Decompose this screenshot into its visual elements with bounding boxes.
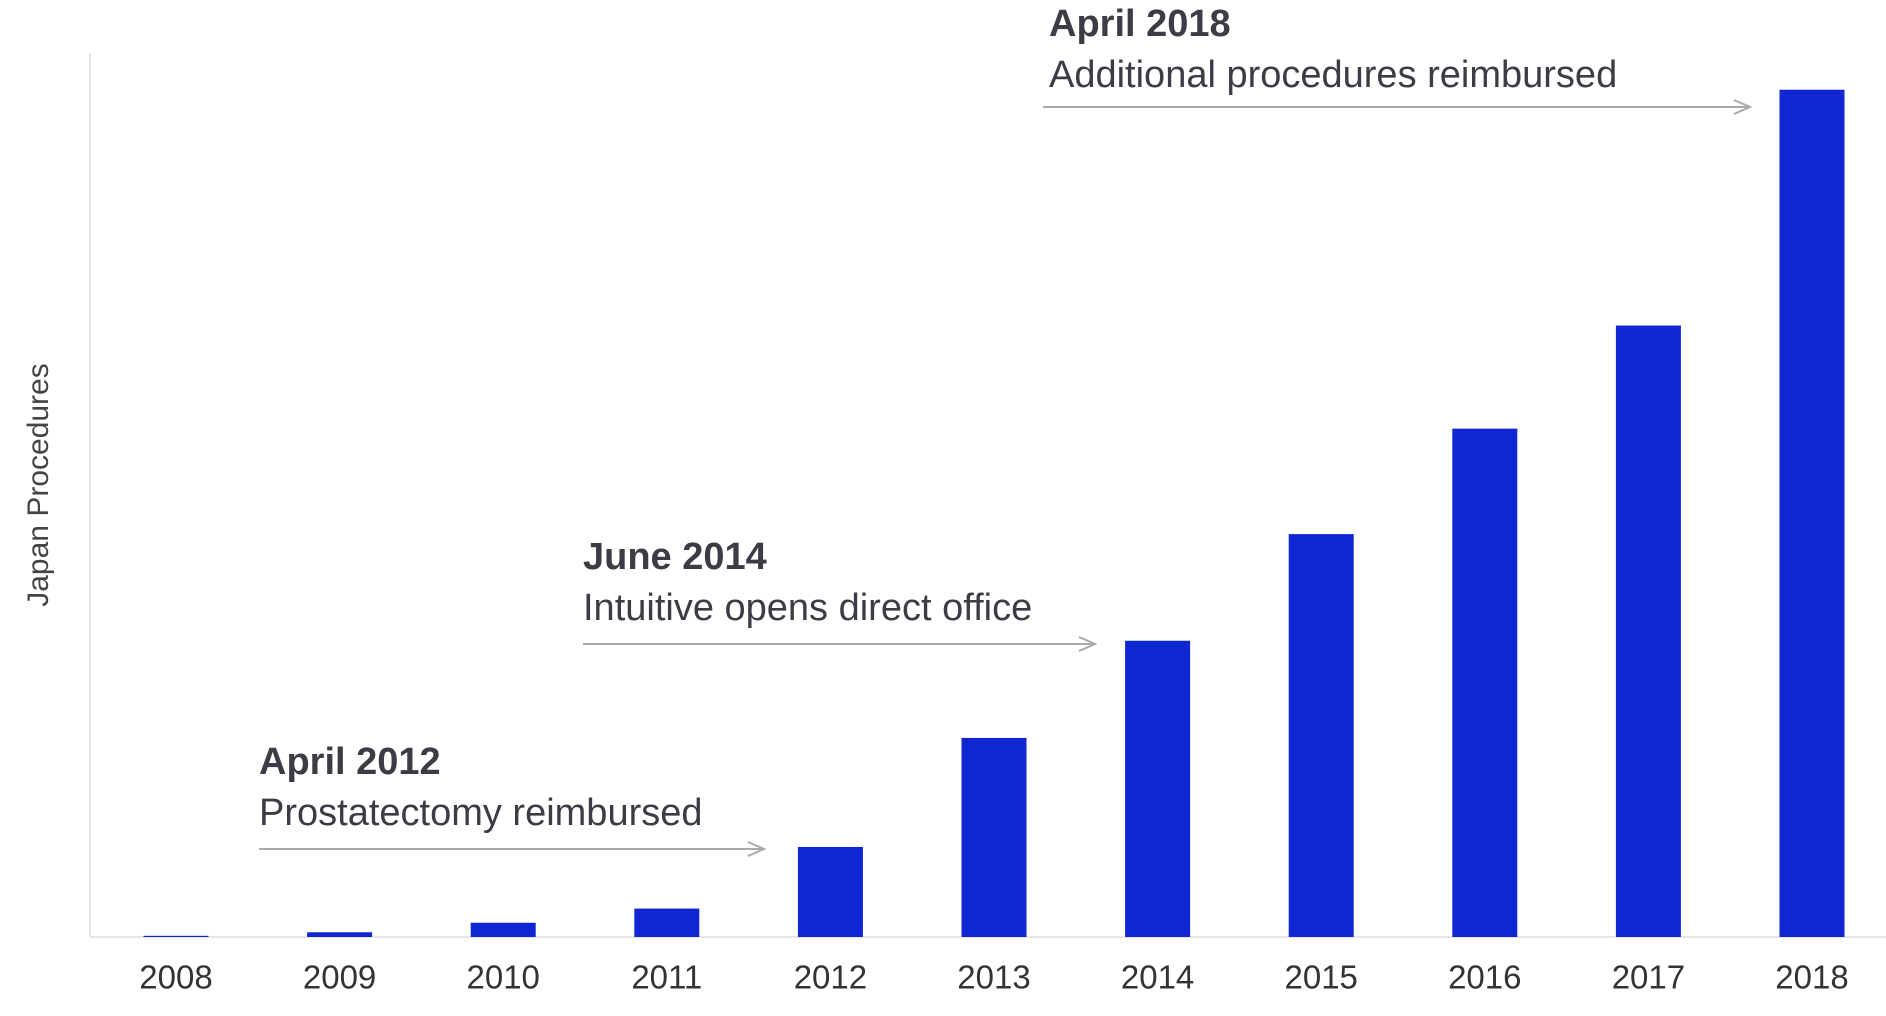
bar [1452,428,1518,937]
x-tick-label: 2011 [631,959,702,996]
annotation-title: April 2018 [1049,3,1231,45]
x-tick-label: 2017 [1612,959,1685,996]
x-tick-label: 2010 [466,959,539,996]
bar [961,737,1027,937]
bar [797,846,863,937]
annotation-title: April 2012 [259,741,441,783]
bar [470,922,536,937]
annotation-text: Prostatectomy reimbursed [259,792,703,834]
x-tick-label: 2014 [1121,959,1194,996]
bar [143,935,209,937]
bar [307,932,373,937]
x-tick-label: 2009 [303,959,376,996]
bar [1288,534,1354,937]
annotation-text: Intuitive opens direct office [583,587,1032,629]
annotation-title: June 2014 [583,536,767,578]
bar [1125,640,1191,937]
bar [1779,89,1845,938]
x-tick-label: 2008 [139,959,212,996]
x-tick-label: 2016 [1448,959,1521,996]
x-tick-label: 2018 [1775,959,1848,996]
x-tick-label: 2013 [957,959,1030,996]
x-tick-label: 2015 [1284,959,1357,996]
y-axis-label: Japan Procedures [22,363,55,607]
bar [1615,325,1681,938]
annotation-text: Additional procedures reimbursed [1049,54,1617,96]
bar [634,908,700,937]
x-tick-label: 2012 [794,959,867,996]
